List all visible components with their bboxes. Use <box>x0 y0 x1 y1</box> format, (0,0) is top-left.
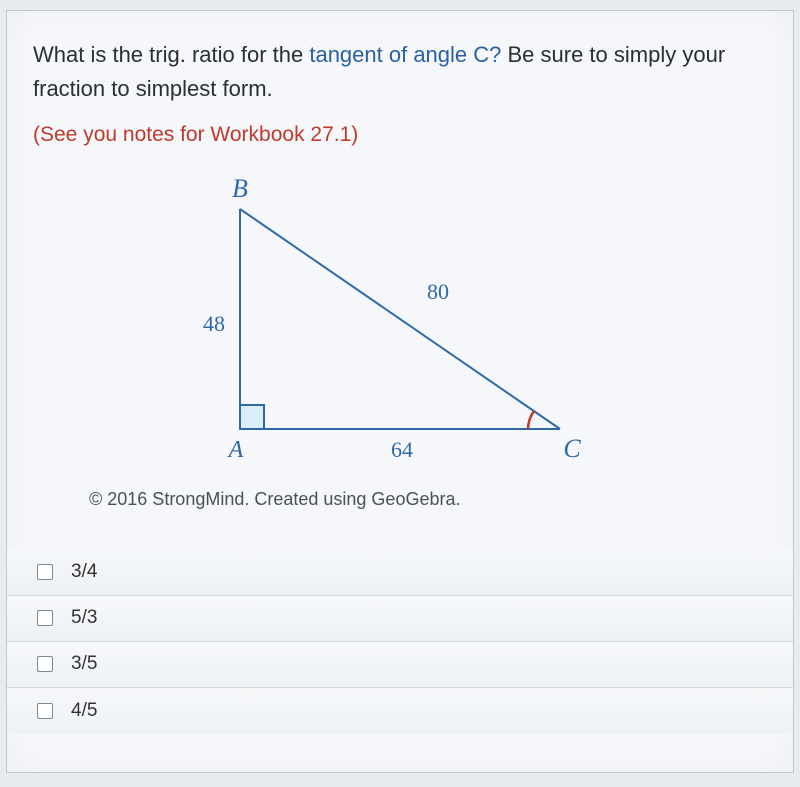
checkbox-icon[interactable] <box>37 564 53 580</box>
option-label: 3/4 <box>71 561 97 583</box>
triangle-svg: B A C 48 80 64 <box>140 169 660 479</box>
side-AC-label: 64 <box>391 437 413 462</box>
figure-caption: © 2016 StrongMind. Created using GeoGebr… <box>89 489 767 510</box>
side-BC-label: 80 <box>427 279 449 304</box>
option-label: 3/5 <box>71 653 97 675</box>
option-label: 5/3 <box>71 607 97 629</box>
answer-options: 3/4 5/3 3/5 4/5 <box>7 550 793 734</box>
tangent-phrase: tangent of angle C? <box>309 42 501 67</box>
workbook-hint: (See you notes for Workbook 27.1) <box>33 123 767 147</box>
question-content: What is the trig. ratio for the tangent … <box>7 11 793 510</box>
triangle-figure: B A C 48 80 64 <box>140 169 660 479</box>
right-angle-marker <box>240 405 264 429</box>
angle-C-arc <box>528 411 534 429</box>
vertex-C-label: C <box>563 434 581 463</box>
checkbox-icon[interactable] <box>37 703 53 719</box>
question-text-pre: What is the trig. ratio for the <box>33 42 309 67</box>
vertex-A-label: A <box>227 437 244 463</box>
checkbox-icon[interactable] <box>37 656 53 672</box>
checkbox-icon[interactable] <box>37 610 53 626</box>
option-row[interactable]: 3/5 <box>7 642 793 688</box>
option-label: 4/5 <box>71 700 97 722</box>
side-BC <box>240 209 560 429</box>
question-card: What is the trig. ratio for the tangent … <box>6 10 794 773</box>
question-line-2: fraction to simplest form. <box>33 73 767 105</box>
option-row[interactable]: 4/5 <box>7 688 793 734</box>
question-line-1: What is the trig. ratio for the tangent … <box>33 39 767 71</box>
option-row[interactable]: 3/4 <box>7 550 793 596</box>
question-text-post: Be sure to simply your <box>501 42 725 67</box>
option-row[interactable]: 5/3 <box>7 596 793 642</box>
figure-container: B A C 48 80 64 <box>33 169 767 479</box>
vertex-B-label: B <box>232 174 248 203</box>
side-AB-label: 48 <box>203 311 225 336</box>
